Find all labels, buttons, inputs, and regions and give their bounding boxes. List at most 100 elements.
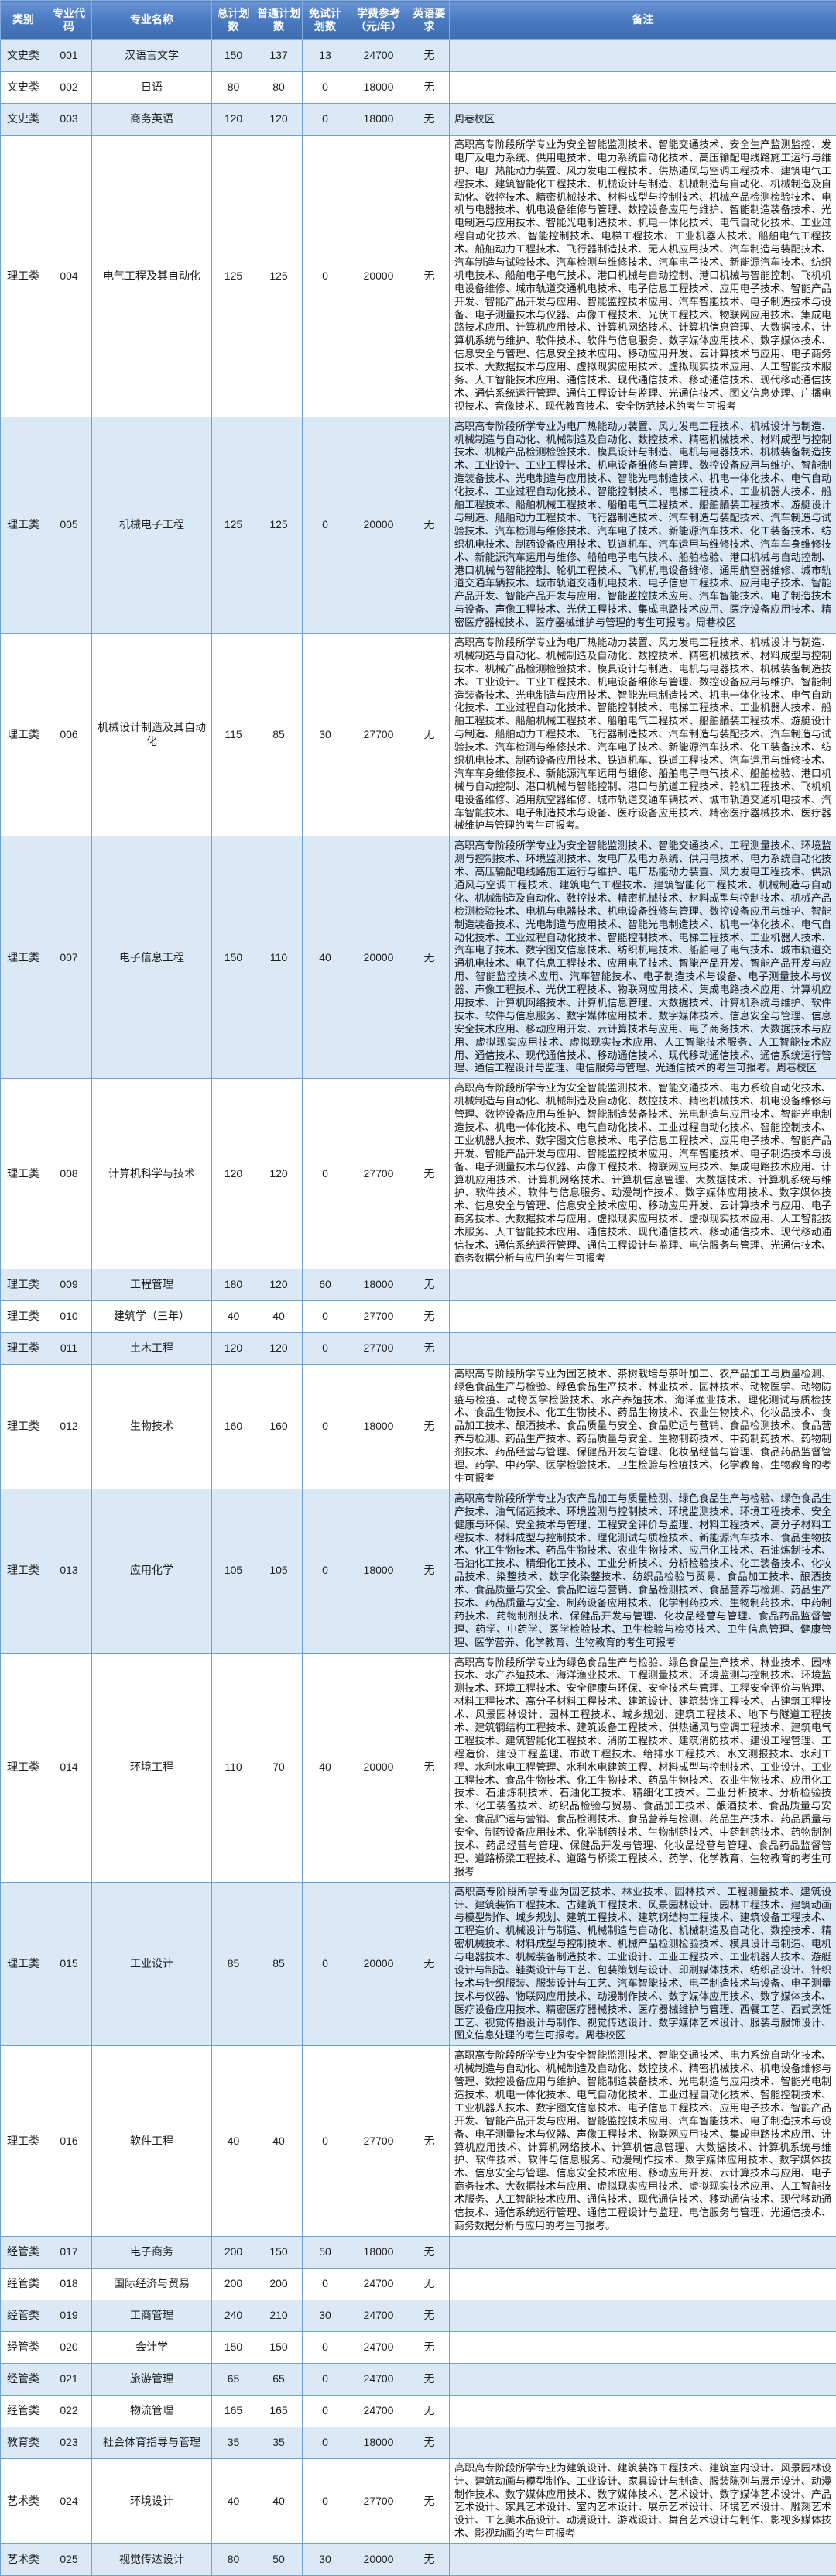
english-req-cell: 无	[409, 1079, 450, 1269]
english-req-cell: 无	[409, 1269, 450, 1300]
total-plan-cell: 105	[212, 1489, 255, 1653]
regular-plan-cell: 150	[255, 2236, 303, 2268]
exempt-plan-cell: 60	[303, 1269, 348, 1300]
major-name-cell: 建筑学（三年）	[92, 1300, 212, 1332]
tuition-cell: 20000	[348, 836, 409, 1079]
category-cell: 理工类	[1, 633, 46, 836]
exempt-plan-cell: 30	[303, 633, 348, 836]
code-cell: 004	[46, 136, 92, 417]
tuition-cell: 18000	[348, 2236, 409, 2268]
english-req-cell: 无	[409, 2331, 450, 2363]
english-req-cell: 无	[409, 1300, 450, 1332]
english-req-cell: 无	[409, 417, 450, 633]
major-name-cell: 会计学	[92, 2331, 212, 2363]
category-cell: 理工类	[1, 1489, 46, 1653]
regular-plan-cell: 65	[255, 2363, 303, 2395]
regular-plan-cell: 70	[255, 1653, 303, 1882]
category-cell: 理工类	[1, 136, 46, 417]
tuition-cell: 20000	[348, 1882, 409, 2046]
remark-cell	[450, 2427, 836, 2458]
tuition-cell: 27700	[348, 1332, 409, 1364]
category-cell: 理工类	[1, 1332, 46, 1364]
exempt-plan-cell: 0	[303, 2046, 348, 2236]
regular-plan-cell: 160	[255, 1364, 303, 1489]
code-cell: 001	[46, 40, 92, 72]
major-name-cell: 生物技术	[92, 1364, 212, 1489]
remark-cell: 高职高专阶段所学专业为园艺技术、茶树栽培与茶叶加工、农产品加工与质量检测、绿色食…	[450, 1364, 836, 1489]
regular-plan-cell: 40	[255, 2046, 303, 2236]
code-cell: 017	[46, 2236, 92, 2268]
total-plan-cell: 80	[212, 72, 255, 104]
remark-cell	[450, 1269, 836, 1300]
total-plan-cell: 165	[212, 2395, 255, 2427]
remark-cell	[450, 72, 836, 104]
total-plan-cell: 150	[212, 836, 255, 1079]
category-cell: 经管类	[1, 2268, 46, 2300]
exempt-plan-cell: 0	[303, 1882, 348, 2046]
english-req-cell: 无	[409, 2363, 450, 2395]
tuition-cell: 20000	[348, 2544, 409, 2576]
total-plan-cell: 120	[212, 1332, 255, 1364]
regular-plan-cell: 120	[255, 1269, 303, 1300]
major-name-cell: 环境设计	[92, 2458, 212, 2543]
code-cell: 003	[46, 104, 92, 136]
regular-plan-cell: 150	[255, 2331, 303, 2363]
code-cell: 006	[46, 633, 92, 836]
code-cell: 021	[46, 2363, 92, 2395]
english-req-cell: 无	[409, 72, 450, 104]
major-name-cell: 日语	[92, 72, 212, 104]
tuition-cell: 18000	[348, 1269, 409, 1300]
code-cell: 024	[46, 2458, 92, 2543]
major-name-cell: 应用化学	[92, 1489, 212, 1653]
tuition-cell: 27700	[348, 633, 409, 836]
tuition-cell: 20000	[348, 136, 409, 417]
category-cell: 理工类	[1, 1300, 46, 1332]
total-plan-cell: 150	[212, 40, 255, 72]
total-plan-cell: 110	[212, 1653, 255, 1882]
exempt-plan-cell: 40	[303, 1653, 348, 1882]
column-header-total-plan: 总计划数	[212, 1, 255, 40]
major-name-cell: 国际经济与贸易	[92, 2268, 212, 2300]
category-cell: 理工类	[1, 1364, 46, 1489]
regular-plan-cell: 200	[255, 2268, 303, 2300]
major-name-cell: 环境工程	[92, 1653, 212, 1882]
major-name-cell: 工商管理	[92, 2300, 212, 2331]
regular-plan-cell: 125	[255, 136, 303, 417]
remark-cell	[450, 2300, 836, 2331]
major-name-cell: 汉语言文学	[92, 40, 212, 72]
major-name-cell: 电气工程及其自动化	[92, 136, 212, 417]
tuition-cell: 24700	[348, 2268, 409, 2300]
english-req-cell: 无	[409, 2395, 450, 2427]
exempt-plan-cell: 0	[303, 1332, 348, 1364]
category-cell: 经管类	[1, 2331, 46, 2363]
remark-cell: 高职高专阶段所学专业为安全智能监测技术、智能交通技术、安全生产监测监控、发电厂及…	[450, 136, 836, 417]
tuition-cell: 24700	[348, 40, 409, 72]
major-name-cell: 旅游管理	[92, 2363, 212, 2395]
total-plan-cell: 40	[212, 2046, 255, 2236]
code-cell: 022	[46, 2395, 92, 2427]
english-req-cell: 无	[409, 1489, 450, 1653]
total-plan-cell: 180	[212, 1269, 255, 1300]
major-name-cell: 计算机科学与技术	[92, 1079, 212, 1269]
regular-plan-cell: 120	[255, 1332, 303, 1364]
exempt-plan-cell: 0	[303, 72, 348, 104]
total-plan-cell: 40	[212, 2458, 255, 2543]
major-name-cell: 工业设计	[92, 1882, 212, 2046]
remark-cell	[450, 2544, 836, 2576]
category-cell: 文史类	[1, 72, 46, 104]
regular-plan-cell: 50	[255, 2544, 303, 2576]
category-cell: 理工类	[1, 417, 46, 633]
remark-cell: 高职高专阶段所学专业为农产品加工与质量检测、绿色食品生产与检验、绿色食品生产技术…	[450, 1489, 836, 1653]
